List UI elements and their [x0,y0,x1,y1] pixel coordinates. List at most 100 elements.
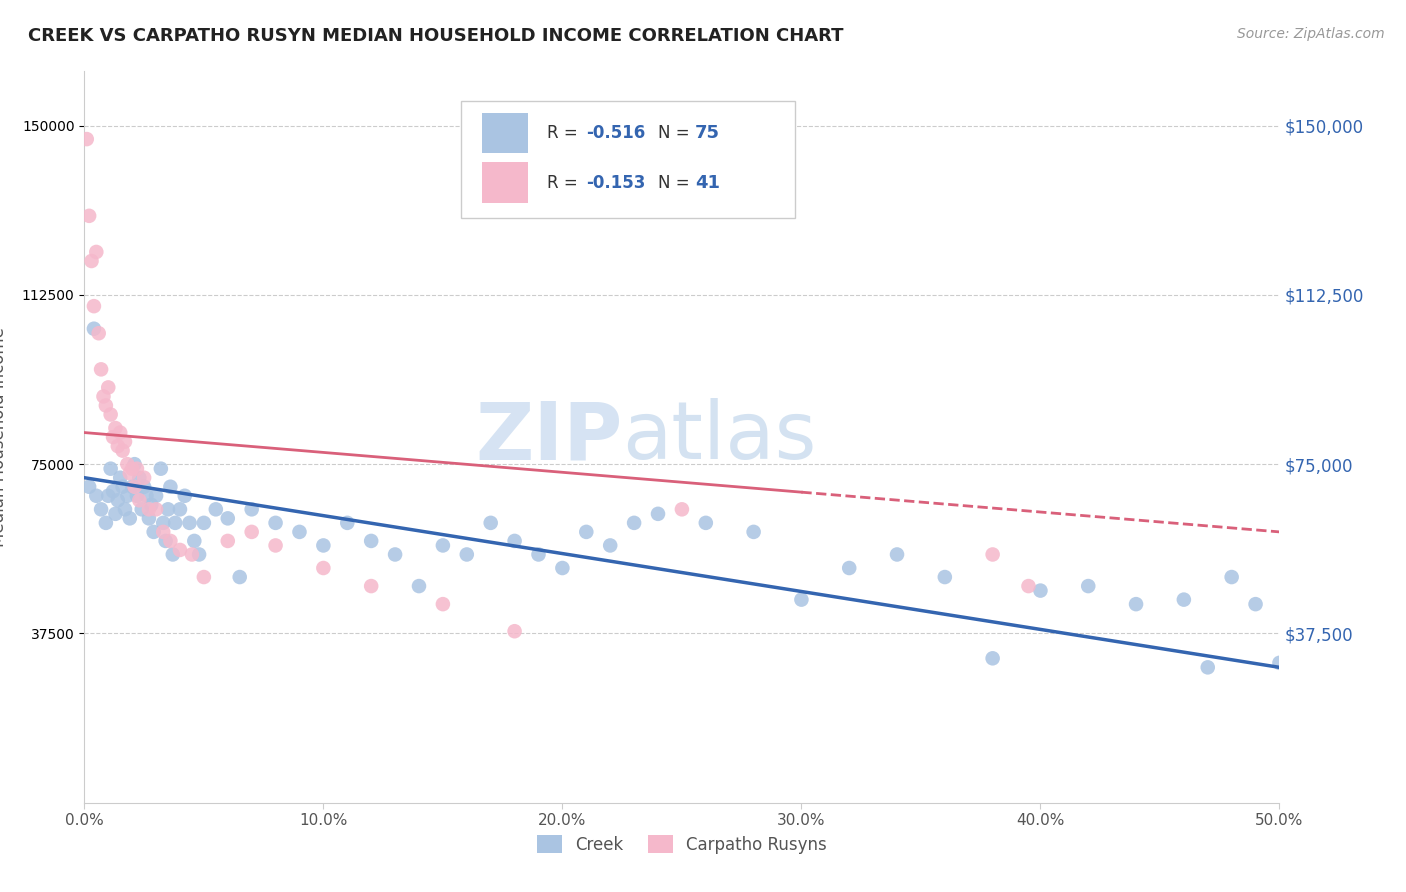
Point [169,543,191,558]
Point [118,466,141,480]
Point [503,624,526,639]
Point [110,471,132,485]
Point [159,480,181,494]
Text: 75: 75 [695,124,720,142]
Point [183,533,205,548]
Point [312,538,335,552]
Point [149,461,172,475]
Point [94,399,117,413]
Point [790,592,813,607]
Point [101,430,124,444]
Point [132,471,156,485]
Point [162,548,184,562]
Point [97,489,120,503]
Text: -0.153: -0.153 [586,174,645,192]
FancyBboxPatch shape [461,101,796,218]
Point [432,538,454,552]
Point [111,480,134,494]
Point [128,493,150,508]
Point [100,408,122,422]
Point [1244,597,1267,611]
Point [169,502,191,516]
Text: R =: R = [547,174,583,192]
Point [131,502,153,516]
Point [165,516,187,530]
Point [179,516,201,530]
Point [121,480,143,494]
Point [132,480,156,494]
Point [141,498,163,512]
Text: N =: N = [658,174,695,192]
Point [647,507,669,521]
Text: 41: 41 [695,174,720,192]
Y-axis label: Median Household Income: Median Household Income [0,327,8,547]
Point [312,561,335,575]
Point [86,244,108,259]
Point [193,516,215,530]
Point [432,597,454,611]
Point [152,524,174,539]
Point [360,579,382,593]
Point [159,533,181,548]
Point [135,489,157,503]
Point [886,548,908,562]
Point [408,579,430,593]
Point [138,511,160,525]
Point [599,538,621,552]
Point [981,548,1004,562]
Text: CREEK VS CARPATHO RUSYN MEDIAN HOUSEHOLD INCOME CORRELATION CHART: CREEK VS CARPATHO RUSYN MEDIAN HOUSEHOLD… [28,27,844,45]
Point [575,524,598,539]
Point [77,209,100,223]
FancyBboxPatch shape [482,162,527,202]
Point [671,502,693,516]
Point [93,389,115,403]
Point [527,548,550,562]
Point [94,516,117,530]
Point [124,457,146,471]
Point [157,502,180,516]
Point [1077,579,1099,593]
Point [104,507,127,521]
Point [1029,583,1052,598]
Point [125,461,148,475]
Point [229,570,252,584]
Point [173,489,195,503]
Point [336,516,359,530]
FancyBboxPatch shape [482,112,527,153]
Point [384,548,406,562]
Point [142,524,165,539]
Point [288,524,311,539]
Point [934,570,956,584]
Point [695,516,717,530]
Point [97,380,120,394]
Point [114,434,136,449]
Point [981,651,1004,665]
Point [104,421,127,435]
Text: atlas: atlas [623,398,817,476]
Legend: Creek, Carpatho Rusyns: Creek, Carpatho Rusyns [530,829,834,860]
Point [124,480,146,494]
Point [264,516,287,530]
Point [1268,656,1291,670]
Point [479,516,502,530]
Point [193,570,215,584]
Point [111,443,134,458]
Point [1018,579,1040,593]
Point [125,489,148,503]
Text: ZIP: ZIP [475,398,623,476]
Point [114,502,136,516]
Point [76,132,98,146]
Point [117,489,139,503]
Text: R =: R = [547,124,583,142]
Point [742,524,765,539]
Point [456,548,478,562]
Point [83,322,105,336]
Point [83,299,105,313]
Point [240,502,263,516]
Point [90,362,112,376]
Point [101,484,124,499]
Point [87,326,110,341]
Point [360,533,382,548]
Point [138,502,160,516]
Point [217,533,239,548]
